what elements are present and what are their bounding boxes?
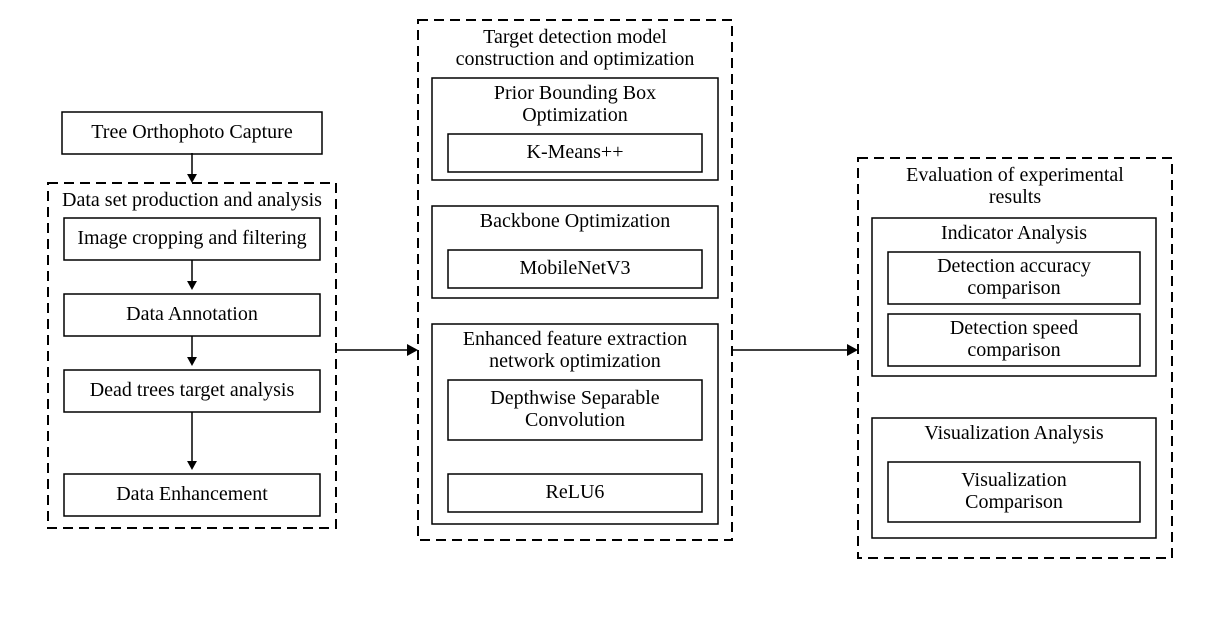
relu_box-label: ReLU6 (546, 481, 605, 503)
annotation_box-label: Data Annotation (126, 303, 258, 325)
arrow-a3 (187, 336, 197, 366)
dataset_group-title: Data set production and analysis (62, 189, 322, 211)
mobilenet_box-label: MobileNetV3 (519, 257, 630, 279)
vis_box-title: Visualization Analysis (924, 422, 1104, 444)
arrow-a2 (187, 260, 197, 290)
mobilenet_box: MobileNetV3 (448, 250, 702, 288)
speed_box: Detection speedcomparison (888, 314, 1140, 366)
arrow-head (847, 344, 858, 356)
arrow-a5 (336, 344, 418, 356)
capture_box: Tree Orthophoto Capture (62, 112, 322, 154)
acc_box: Detection accuracycomparison (888, 252, 1140, 304)
model_group-title: Target detection modelconstruction and o… (456, 26, 695, 70)
deadtrees_box-label: Dead trees target analysis (90, 379, 295, 401)
arrow-head (187, 461, 197, 470)
annotation_box: Data Annotation (64, 294, 320, 336)
arrow-a1 (187, 153, 197, 183)
kmeans_box-label: K-Means++ (527, 141, 624, 163)
arrow-a6 (732, 344, 858, 356)
crop_box: Image cropping and filtering (64, 218, 320, 260)
enhance_box-label: Data Enhancement (116, 483, 268, 505)
enhance_box: Data Enhancement (64, 474, 320, 516)
depthwise_box: Depthwise SeparableConvolution (448, 380, 702, 440)
eval_group-title: Evaluation of experimentalresults (906, 164, 1124, 208)
viscmp_box: VisualizationComparison (888, 462, 1140, 522)
capture_box-label: Tree Orthophoto Capture (91, 121, 293, 143)
arrow-head (187, 281, 197, 290)
arrow-head (187, 174, 197, 183)
backbone_box-title: Backbone Optimization (480, 210, 671, 232)
kmeans_box: K-Means++ (448, 134, 702, 172)
speed_box-label: Detection speedcomparison (950, 317, 1078, 361)
crop_box-label: Image cropping and filtering (77, 227, 306, 249)
arrow-a4 (187, 412, 197, 470)
relu_box: ReLU6 (448, 474, 702, 512)
indicator_box-title: Indicator Analysis (941, 222, 1087, 244)
viscmp_box-label: VisualizationComparison (961, 469, 1066, 513)
enh_box-title: Enhanced feature extractionnetwork optim… (463, 328, 687, 372)
arrow-head (407, 344, 418, 356)
arrow-head (187, 357, 197, 366)
deadtrees_box: Dead trees target analysis (64, 370, 320, 412)
